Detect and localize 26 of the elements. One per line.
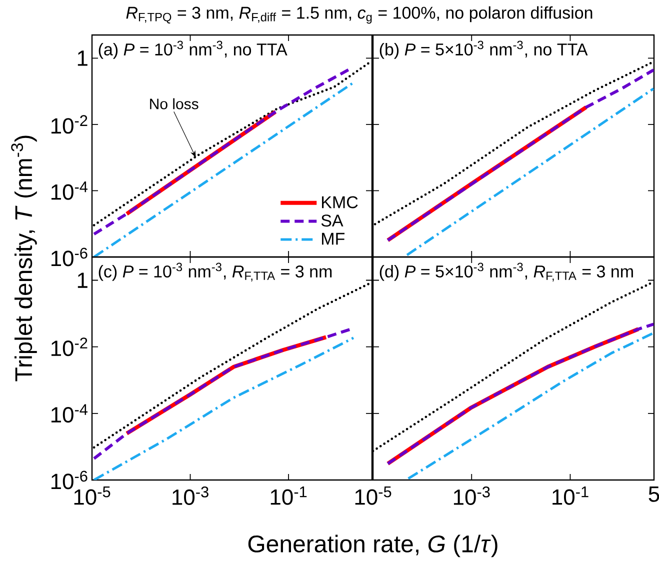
legend-label: MF xyxy=(322,232,344,245)
y-tick-label: 10$^{-2}$ xyxy=(51,115,88,134)
chart-title: (c) P = 10$^{-3}$ nm$^{-3}$, R$_{F,TTA}$ = 3 nm xyxy=(98,262,332,282)
y-tick-label: 10$^{-6}$ xyxy=(51,470,88,490)
x-tick-label: 10$^{-1}$ xyxy=(552,486,588,505)
y-tick-label: 1 xyxy=(78,272,88,288)
chart-title: (d) P = 5×10$^{-3}$ nm$^{-3}$, R$_{F,TTA}$ = 3 nm xyxy=(380,262,633,282)
x-tick-label: 10$^{-3}$ xyxy=(172,486,208,506)
y-axis-title: Triplet density, T (nm$^{-3}$) xyxy=(11,136,37,382)
y-tick-label: 10$^{-4}$ xyxy=(51,182,88,200)
x-axis-title: Generation rate, G (1/τ) xyxy=(248,534,498,558)
chart-title: (b) P = 5×10$^{-3}$ nm$^{-3}$, no TTA xyxy=(380,40,588,59)
y-tick-label: 1 xyxy=(78,50,88,66)
legend-label: SA xyxy=(321,214,344,227)
x-tick-label: 5 xyxy=(648,486,659,502)
x-tick-label: 10$^{-5}$ xyxy=(355,486,392,505)
text: R$_{F,TPQ}$ = 3 nm, R$_{F,diff}$ = 1.5 nm, c$_{g}$ = 100%, no polaron diffusion xyxy=(126,6,592,24)
x-tick-label: 10$^{-3}$ xyxy=(454,486,490,506)
legend-label: KMC xyxy=(322,196,358,208)
x-tick-label: 10$^{-5}$ xyxy=(74,486,110,505)
y-tick-label: 10$^{-2}$ xyxy=(51,338,88,356)
x-tick-label: 10$^{-1}$ xyxy=(270,486,307,505)
annotation: No loss xyxy=(150,98,198,110)
y-tick-label: 10$^{-6}$ xyxy=(51,248,88,266)
y-tick-label: 10$^{-4}$ xyxy=(51,404,88,423)
chart-title: (a) P = 10$^{-3}$ nm$^{-3}$, no TTA xyxy=(98,40,288,59)
